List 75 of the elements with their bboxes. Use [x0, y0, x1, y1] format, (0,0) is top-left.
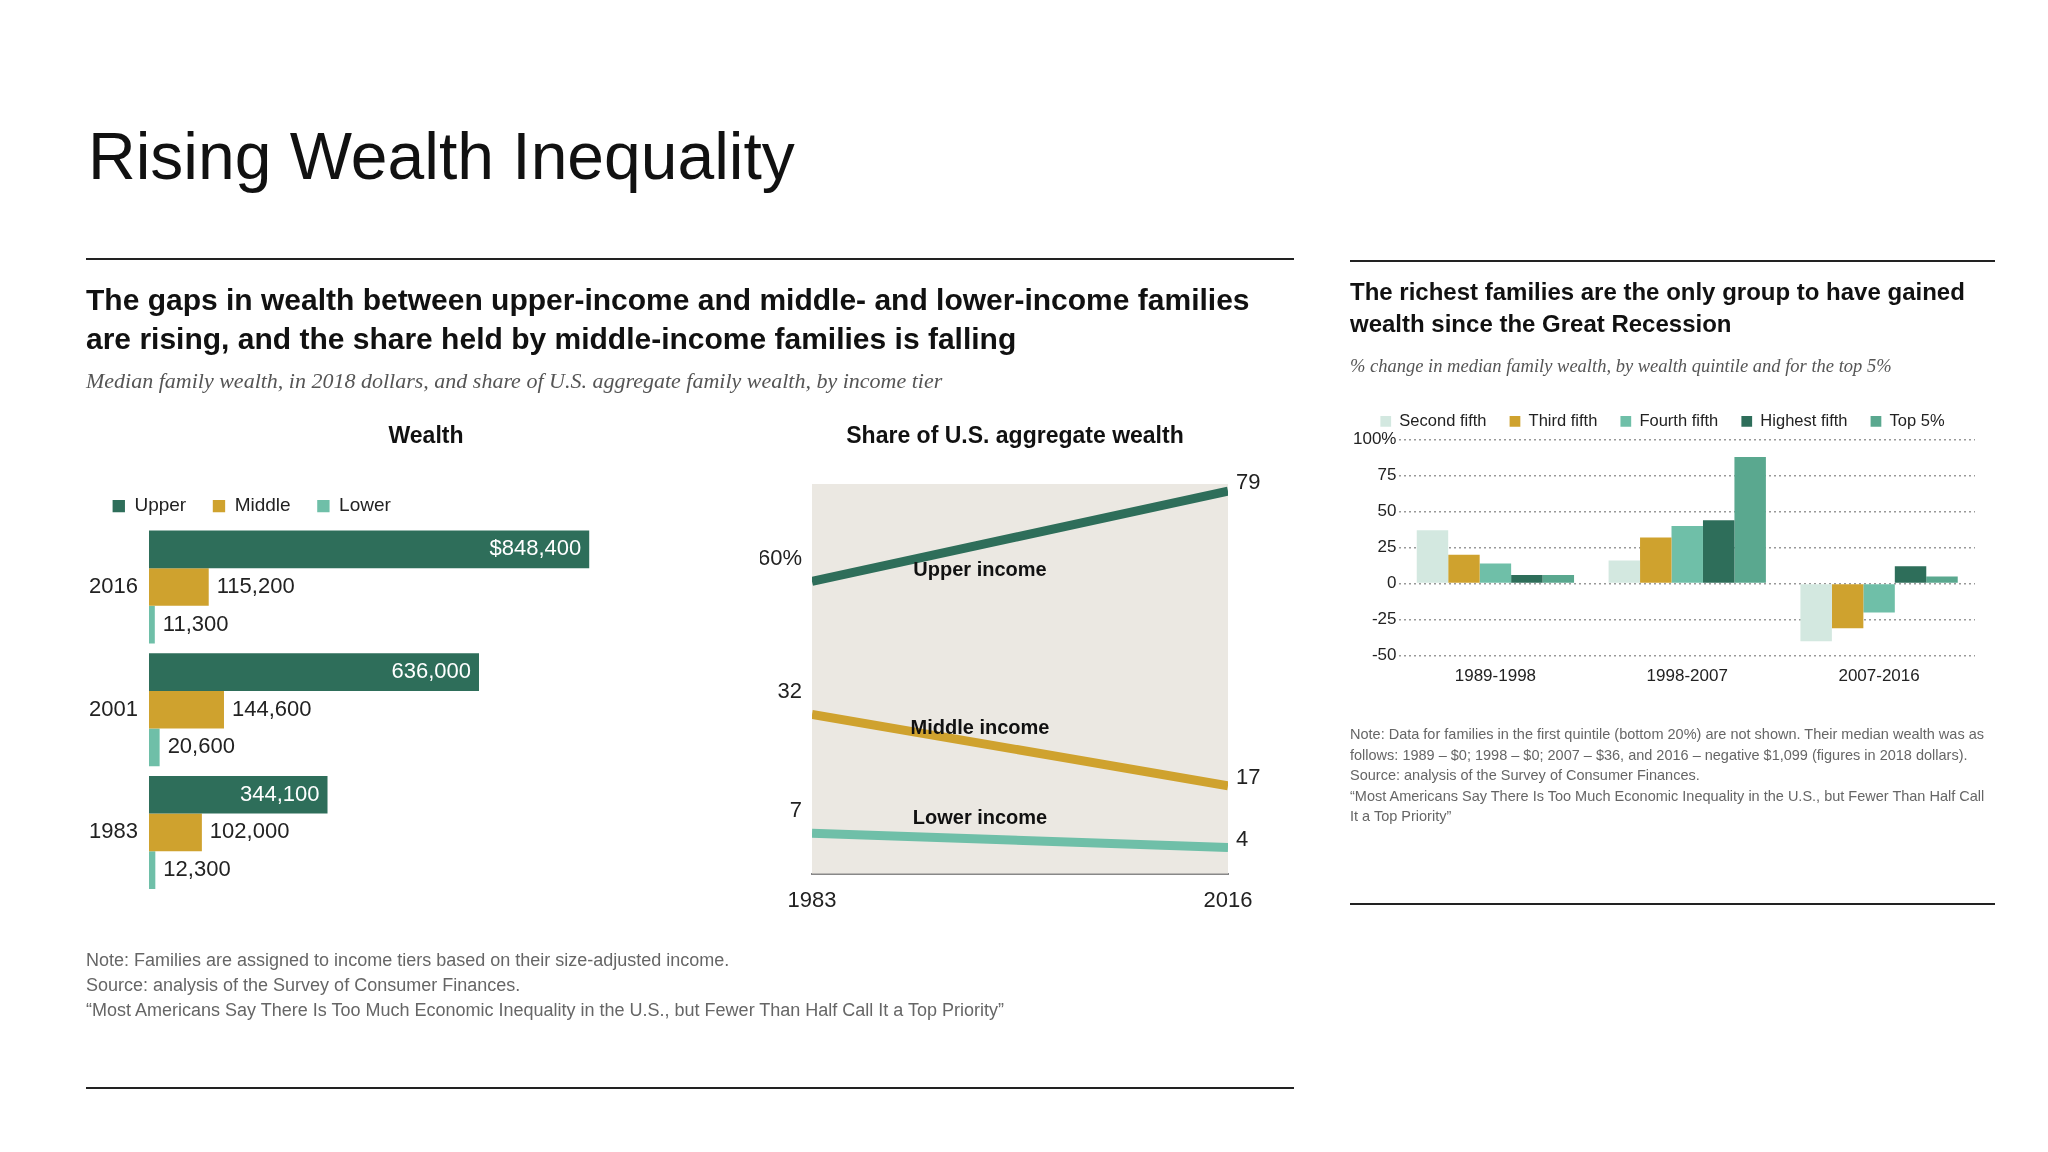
chart-title: Wealth [387, 422, 465, 449]
source-note: Source: analysis of the Survey of Consumer Finances. [86, 974, 522, 997]
series-label: Upper income [913, 557, 1047, 580]
data-label: 20,600 [167, 733, 235, 759]
y-tick-label: 75 [1377, 465, 1397, 485]
y-tick-label: 1983 [88, 818, 138, 844]
y-tick-label: -50 [1371, 645, 1397, 665]
chart-subtitle: % change in median family wealth, by wealth quintile and for the top 5% [1350, 356, 1892, 377]
data-label: $848,400 [489, 535, 582, 561]
chart-title: Share of U.S. aggregate wealth [845, 422, 1185, 449]
chart-title: The richest families are the only group to have gained wealth since the Great Recession [1350, 277, 1966, 339]
data-label: 102,000 [209, 818, 290, 844]
legend-label: Third fifth [1528, 410, 1598, 429]
text: The gaps in wealth between upper-income and middle- and lower-income families are rising, and the share held by middle-income families is falling [86, 282, 1251, 357]
data-label: 636,000 [391, 658, 471, 684]
y-tick-label: 2001 [88, 695, 138, 721]
bar [1894, 566, 1927, 583]
bar [1448, 554, 1480, 583]
series-label: Middle income [910, 715, 1050, 738]
text: “Most Americans Say There Is Too Much Economic Inequality in the U.S., but Fewer Than Half Call It a Top Priority” [86, 999, 1006, 1022]
legend-label: Middle [234, 494, 291, 516]
x-tick-label: 1998-2007 [1646, 666, 1728, 686]
bar [148, 728, 160, 767]
y-tick-label: 2016 [88, 573, 138, 599]
bar [1479, 563, 1512, 583]
bar [148, 605, 155, 644]
y-tick-label: 25 [1377, 537, 1397, 557]
legend-label: Top 5% [1889, 410, 1945, 429]
data-label: 11,300 [162, 610, 229, 636]
data-label: 4 [1236, 825, 1249, 851]
y-tick-label: -25 [1371, 609, 1397, 629]
y-tick-label: 0 [1387, 573, 1397, 593]
x-tick-label: 2007-2016 [1838, 666, 1920, 686]
legend-label: Fourth fifth [1639, 410, 1719, 429]
y-tick-label: 100% [1353, 429, 1397, 449]
bar [148, 775, 328, 814]
data-label: 79 [1236, 469, 1261, 495]
bar [148, 568, 209, 606]
bar [148, 690, 224, 729]
bar [1671, 526, 1703, 583]
bar [148, 530, 590, 569]
legend-label: Highest fifth [1760, 410, 1848, 429]
bar [1702, 520, 1735, 583]
series-label: Lower income [912, 805, 1048, 828]
bar [1926, 576, 1958, 583]
bar [148, 653, 479, 691]
bar [1831, 584, 1864, 629]
legend-label: Lower [339, 494, 392, 516]
data-label: 32 [777, 678, 802, 704]
data-label: 12,300 [163, 856, 231, 882]
bar [148, 813, 202, 852]
text: Note: Data for families in the first quintile (bottom 20%) are not shown. Their median wealth was as follows: 1989 – $0; 1998 – $0; 2007 – $36, and 2016 – negative $1,099 (figures in 2018 dollars). [1350, 725, 1985, 765]
legend-label: Second fifth [1399, 410, 1487, 429]
y-tick-label: 50 [1377, 501, 1397, 521]
x-tick-label: 1989-1998 [1454, 666, 1537, 686]
legend-label: Upper [134, 494, 187, 516]
data-label: 144,600 [231, 695, 312, 721]
bar [1542, 574, 1575, 583]
text: Rising Wealth Inequality [88, 118, 795, 194]
data-label: 344,100 [239, 780, 320, 806]
bar [1608, 560, 1641, 583]
data-label: 17 [1236, 763, 1261, 789]
bar [1734, 456, 1766, 583]
data-label: 115,200 [216, 573, 295, 599]
bar [1640, 537, 1672, 583]
text: “Most Americans Say There Is Too Much Economic Inequality in the U.S., but Fewer Than Half Call It a Top Priority” [1350, 786, 1986, 826]
source-note: Source: analysis of the Survey of Consumer Finances. [1350, 766, 1701, 785]
bar [1416, 530, 1449, 583]
bar [148, 851, 156, 889]
data-label: 7 [789, 797, 802, 823]
bar [1511, 574, 1543, 583]
text: Note: Families are assigned to income tiers based on their size-adjusted income. [86, 949, 731, 972]
bar [1863, 584, 1895, 613]
bar [1800, 584, 1832, 642]
chart-subtitle: Median family wealth, in 2018 dollars, and share of U.S. aggregate family wealth, by income tier [86, 368, 943, 394]
